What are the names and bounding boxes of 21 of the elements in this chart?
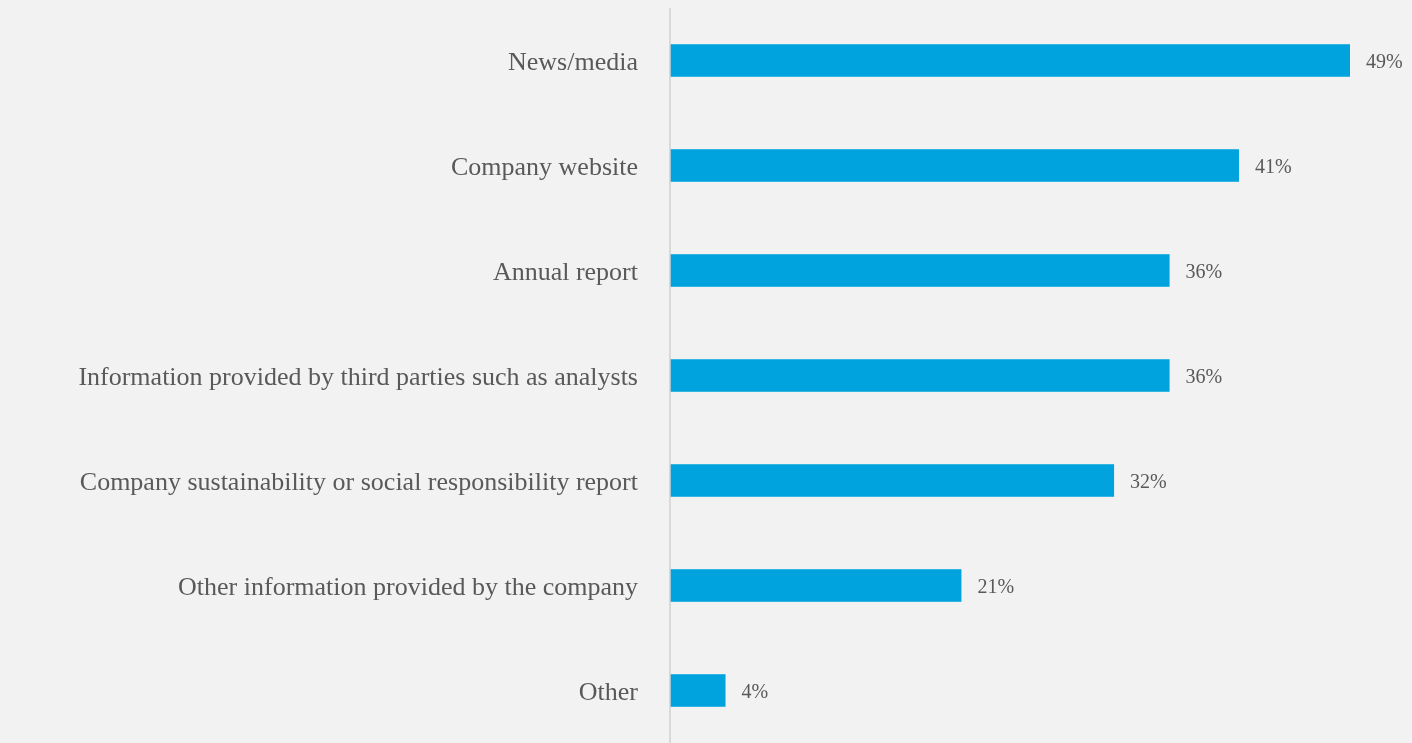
y-tick-label: Other — [578, 676, 639, 706]
data-label: 21% — [977, 574, 1015, 597]
y-tick-label: Information provided by third parties such as analysts — [78, 361, 638, 391]
bar — [670, 44, 1350, 77]
bar — [670, 674, 726, 707]
bar — [670, 569, 962, 602]
y-tick-label: Other information provided by the company — [178, 571, 638, 601]
bar — [670, 149, 1239, 182]
data-label: 49% — [1366, 49, 1403, 72]
data-label: 32% — [1130, 469, 1167, 492]
y-tick-label: Company sustainability or social responsibility report — [79, 466, 639, 496]
data-label: 36% — [1185, 364, 1223, 387]
bar — [670, 359, 1170, 392]
data-label: 41% — [1254, 154, 1292, 177]
bar — [670, 464, 1115, 497]
y-tick-label: News/media — [508, 46, 639, 76]
y-tick-label: Company website — [450, 151, 638, 181]
y-tick-label: Annual report — [492, 256, 639, 286]
bar — [670, 254, 1170, 287]
data-label: 4% — [741, 679, 769, 702]
data-label: 36% — [1185, 259, 1223, 282]
